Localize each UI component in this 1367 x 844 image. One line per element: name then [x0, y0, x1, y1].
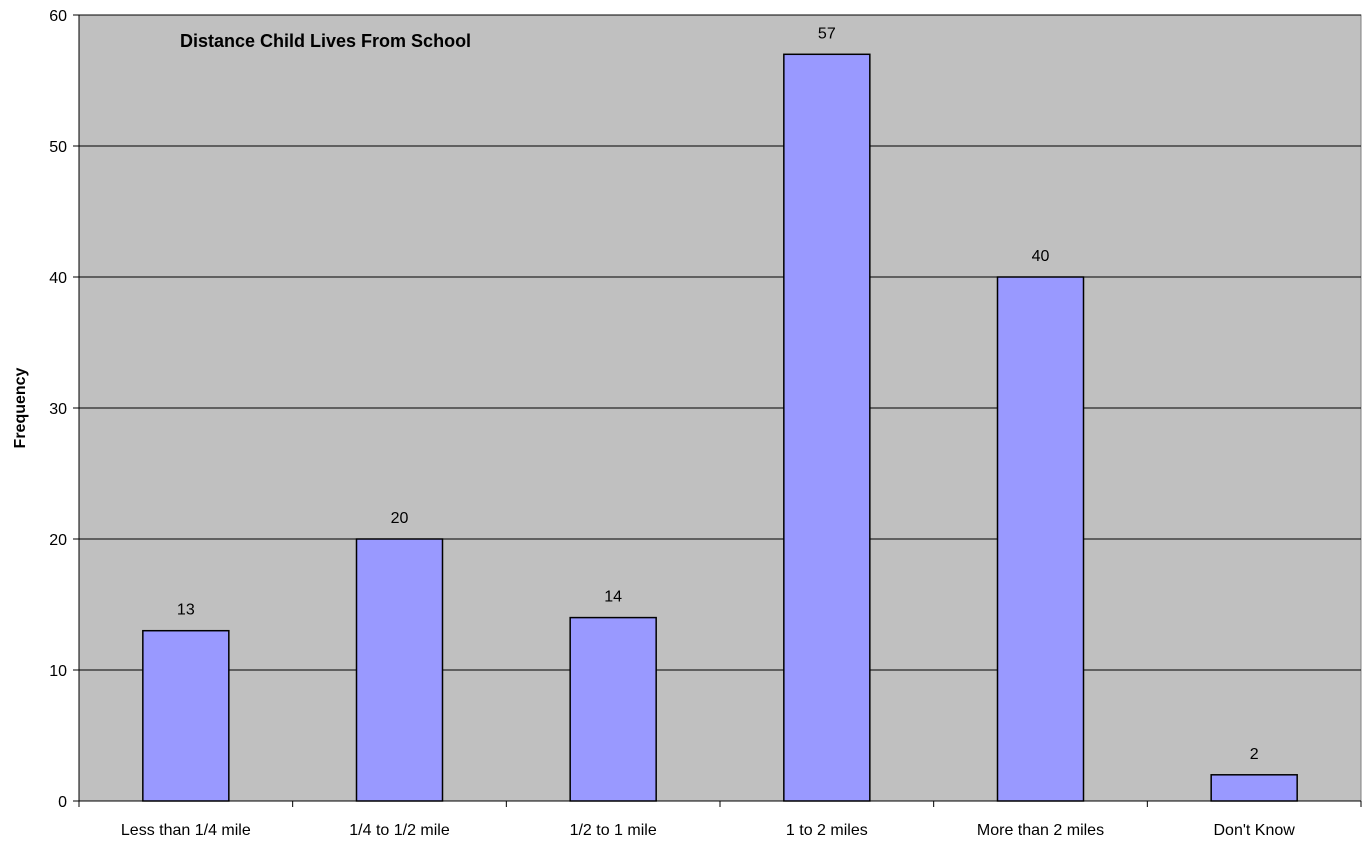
- data-label: 40: [1032, 248, 1050, 265]
- bar: [1210, 774, 1298, 802]
- data-label: 14: [604, 589, 622, 606]
- data-label: 13: [177, 602, 195, 619]
- x-tick-label: 1 to 2 miles: [786, 822, 868, 839]
- bars: [142, 53, 1298, 802]
- x-tick-label: Less than 1/4 mile: [121, 822, 251, 839]
- data-label: 20: [391, 510, 409, 527]
- y-tick-label: 0: [58, 794, 67, 811]
- axes: [73, 14, 1362, 807]
- y-tick-label: 60: [49, 8, 67, 25]
- data-label: 57: [818, 25, 836, 42]
- y-tick-labels: 0 10 20 30 40 50 60: [49, 8, 67, 811]
- x-tick-label: 1/4 to 1/2 mile: [349, 822, 450, 839]
- bar: [569, 616, 657, 802]
- bar: [355, 538, 444, 802]
- bar: [996, 276, 1085, 802]
- chart-title: Distance Child Lives From School: [180, 31, 471, 51]
- x-tick-label: More than 2 miles: [977, 822, 1104, 839]
- y-tick-label: 10: [49, 663, 67, 680]
- data-label: 2: [1250, 746, 1259, 763]
- y-tick-label: 20: [49, 532, 67, 549]
- y-tick-label: 40: [49, 270, 67, 287]
- x-tick-label: 1/2 to 1 mile: [570, 822, 657, 839]
- bar: [142, 629, 230, 802]
- y-axis-title: Frequency: [12, 367, 29, 448]
- gridlines: [79, 14, 1361, 671]
- y-tick-label: 30: [49, 401, 67, 418]
- x-tick-labels: Less than 1/4 mile 1/4 to 1/2 mile 1/2 to …: [121, 822, 1295, 839]
- y-tick-label: 50: [49, 139, 67, 156]
- x-tick-label: Don't Know: [1214, 822, 1296, 839]
- bar: [783, 53, 871, 802]
- data-labels: 13 20 14 57 40 2: [177, 25, 1259, 763]
